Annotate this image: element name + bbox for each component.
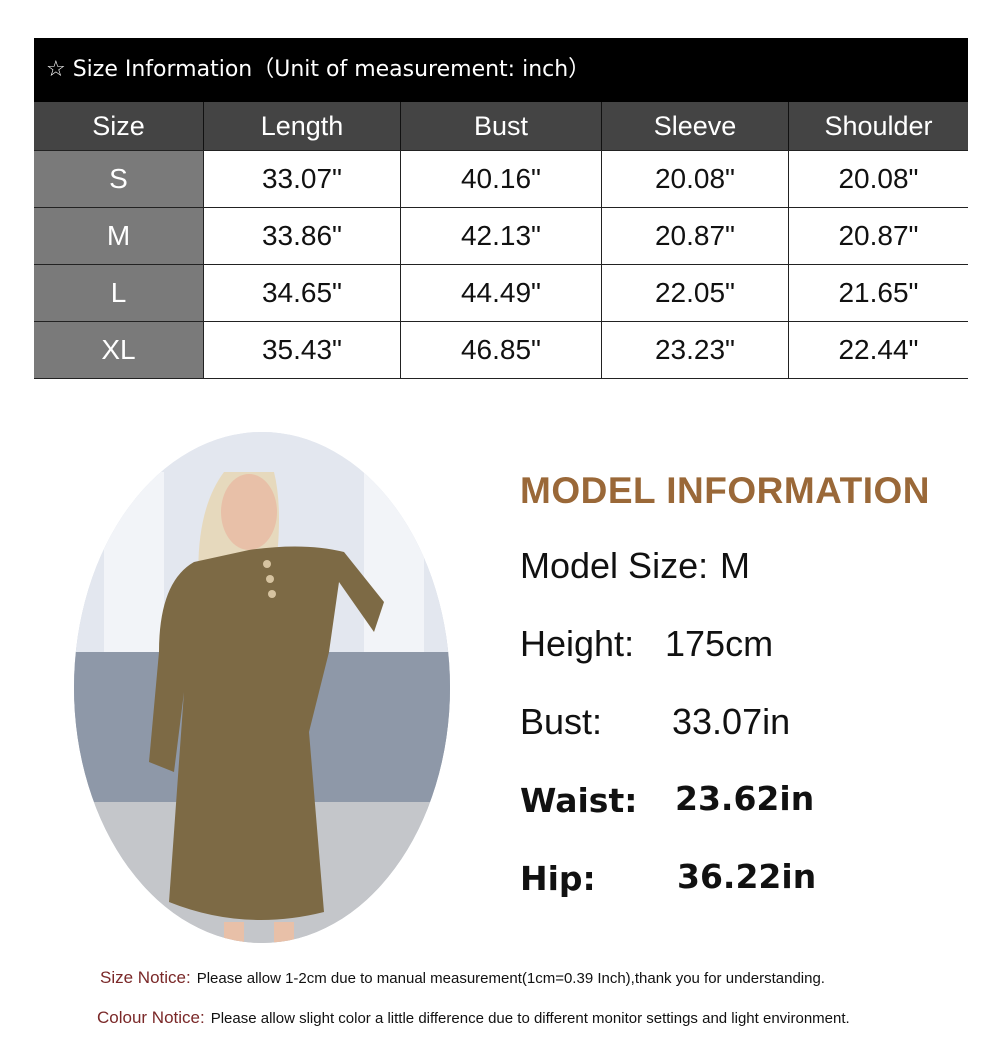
size-notice-text: Please allow 1-2cm due to manual measure… — [196, 970, 825, 987]
table-row: L 34.65" 44.49" 22.05" 21.65" — [34, 265, 968, 322]
model-info-line: Model Size: M — [520, 545, 750, 587]
size-notice-label: Size Notice: — [100, 968, 191, 987]
model-info-label: Model Size: — [520, 545, 709, 586]
size-cell: XL — [34, 322, 203, 378]
measurement-cell: 44.49" — [400, 265, 601, 321]
header-cell: Shoulder — [788, 102, 968, 150]
model-info-value: M — [720, 545, 750, 586]
model-info-label: Hip: — [520, 859, 596, 898]
header-cell: Sleeve — [601, 102, 788, 150]
measurement-cell: 42.13" — [400, 208, 601, 264]
measurement-cell: 40.16" — [400, 151, 601, 207]
model-illustration — [74, 432, 450, 943]
model-info-label: Height: — [520, 623, 635, 664]
table-header: Size Length Bust Sleeve Shoulder — [34, 102, 968, 151]
measurement-cell: 20.87" — [788, 208, 968, 264]
measurement-cell: 23.23" — [601, 322, 788, 378]
table-row: M 33.86" 42.13" 20.87" 20.87" — [34, 208, 968, 265]
size-notice: Size Notice: Please allow 1-2cm due to ma… — [100, 968, 825, 988]
model-info-line: Bust: 33.07in — [520, 701, 790, 743]
model-info-value: 23.62in — [675, 779, 815, 818]
measurement-cell: 46.85" — [400, 322, 601, 378]
model-info-title: MODEL INFORMATION — [520, 470, 930, 511]
colour-notice: Colour Notice: Please allow slight color … — [97, 1008, 850, 1028]
measurement-cell: 34.65" — [203, 265, 400, 321]
model-information: MODEL INFORMATION Model Size: M Height: 175… — [520, 470, 930, 898]
measurement-cell: 22.44" — [788, 322, 968, 378]
header-cell: Bust — [400, 102, 601, 150]
size-cell: S — [34, 151, 203, 207]
measurement-cell: 21.65" — [788, 265, 968, 321]
size-table: ☆ Size Information（Unit of measurement: … — [34, 38, 968, 379]
measurement-cell: 20.08" — [601, 151, 788, 207]
colour-notice-label: Colour Notice: — [97, 1008, 205, 1027]
colour-notice-text: Please allow slight color a little diffe… — [210, 1010, 850, 1027]
model-info-value: 175cm — [665, 623, 774, 664]
measurement-cell: 20.87" — [601, 208, 788, 264]
measurement-cell: 33.07" — [203, 151, 400, 207]
measurement-cell: 33.86" — [203, 208, 400, 264]
measurement-cell: 35.43" — [203, 322, 400, 378]
table-title: ☆ Size Information（Unit of measurement: … — [34, 38, 968, 102]
header-cell: Size — [34, 102, 203, 150]
measurement-cell: 22.05" — [601, 265, 788, 321]
measurement-cell: 20.08" — [788, 151, 968, 207]
header-cell: Length — [203, 102, 400, 150]
table-row: XL 35.43" 46.85" 23.23" 22.44" — [34, 322, 968, 379]
model-photo — [74, 432, 450, 943]
model-info-label: Waist: — [520, 781, 638, 820]
model-info-line: Waist: 23.62in — [520, 779, 814, 821]
model-info-value: 36.22in — [677, 857, 817, 896]
table-row: S 33.07" 40.16" 20.08" 20.08" — [34, 151, 968, 208]
model-info-label: Bust: — [520, 701, 603, 742]
size-cell: M — [34, 208, 203, 264]
model-info-line: Height: 175cm — [520, 623, 773, 665]
model-info-value: 33.07in — [672, 701, 791, 742]
size-cell: L — [34, 265, 203, 321]
model-info-line: Hip: 36.22in — [520, 857, 816, 899]
